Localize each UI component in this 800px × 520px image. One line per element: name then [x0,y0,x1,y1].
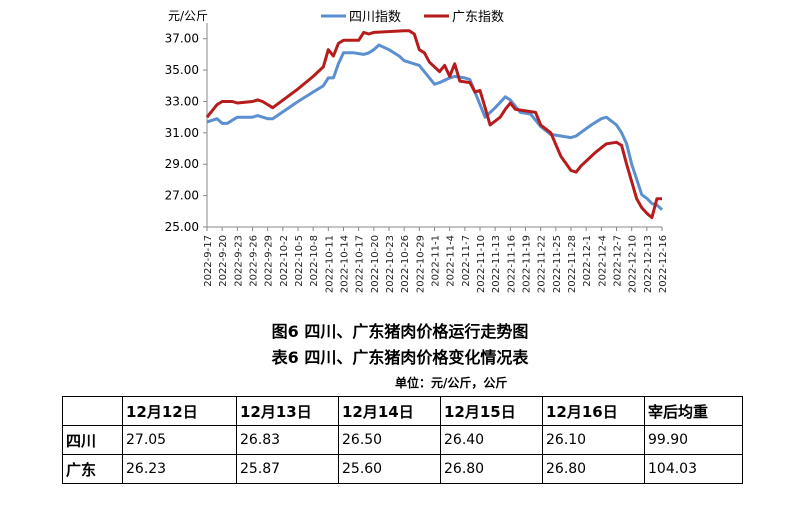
x-tick-label: 2022-9-26 [249,235,260,287]
pork-price-line-chart: 25.00 27.00 29.00 31.00 33.00 35.00 37.00 2022… [165,9,669,293]
x-tick-label: 2022-10-17 [355,235,366,293]
x-tick-label: 2022-9-29 [264,235,275,287]
x-tick-label: 2022-12-4 [597,235,608,287]
x-tick-label: 2022-11-10 [476,235,487,293]
guangdong-series-line [205,29,662,220]
table-header-cell: 12月15日 [440,396,543,426]
series-lines [205,29,664,220]
x-tick-label: 2022-11-1 [431,235,442,287]
x-tick-label: 2022-10-14 [340,235,351,293]
x-axis-ticks: 2022-9-17 2022-9-20 2022-9-23 2022-9-26 2022… [203,227,669,293]
table-header-cell: 12月16日 [542,396,645,426]
table-cell: 26.80 [542,454,645,484]
x-tick-label: 2022-12-1 [582,235,593,287]
table-header-cell [62,396,123,426]
row-label-guangdong: 广东 [62,454,123,484]
x-tick-label: 2022-11-28 [567,235,578,293]
x-tick-label: 2022-10-11 [324,235,335,293]
table-cell: 26.80 [440,454,543,484]
chart-legend: 四川指数 广东指数 [321,10,504,25]
x-tick-label: 2022-9-17 [203,235,214,287]
y-tick-label: 31.00 [165,126,199,140]
x-tick-label: 2022-10-2 [279,235,290,287]
table-cell: 26.10 [542,425,645,455]
table-cell: 26.83 [236,425,339,455]
x-tick-label: 2022-11-16 [506,235,517,293]
y-tick-label: 27.00 [165,189,199,203]
x-tick-label: 2022-11-4 [446,235,457,287]
table-cell: 25.60 [338,454,441,484]
x-tick-label: 2022-11-13 [491,235,502,293]
x-tick-label: 2022-10-29 [415,235,426,293]
table-cell: 104.03 [644,454,743,484]
legend-label: 四川指数 [349,10,401,25]
x-tick-label: 2022-10-20 [370,235,381,293]
x-tick-label: 2022-10-23 [385,235,396,293]
x-tick-label: 2022-10-5 [294,235,305,287]
table-row: 四川 27.05 26.83 26.50 26.40 26.10 99.90 [62,425,743,455]
y-tick-label: 33.00 [165,94,199,108]
y-tick-label: 35.00 [165,63,199,77]
x-tick-label: 2022-10-26 [400,235,411,293]
y-tick-label: 37.00 [165,32,199,46]
table-cell: 26.23 [122,454,237,484]
x-tick-label: 2022-10-8 [309,235,320,287]
table-title: 表6 四川、广东猪肉价格变化情况表 [271,348,529,367]
table-cell: 25.87 [236,454,339,484]
x-tick-label: 2022-11-22 [537,235,548,293]
x-tick-label: 2022-12-7 [613,235,624,287]
x-tick-label: 2022-12-10 [628,235,639,293]
table-header-cell: 宰后均重 [644,396,743,426]
y-tick-label: 29.00 [165,157,199,171]
table-cell: 26.50 [338,425,441,455]
table-row: 广东 26.23 25.87 25.60 26.80 26.80 104.03 [62,454,743,484]
row-label-sichuan: 四川 [62,425,123,455]
y-axis-ticks: 25.00 27.00 29.00 31.00 33.00 35.00 37.00 [165,32,207,234]
table-header-cell: 12月14日 [338,396,441,426]
unit-note: 单位：元/公斤，公斤 [395,376,508,390]
table-cell: 26.40 [440,425,543,455]
sichuan-series-line [206,43,664,211]
x-tick-label: 2022-9-20 [218,235,229,287]
x-tick-label: 2022-9-23 [233,235,244,287]
x-tick-label: 2022-12-16 [658,235,669,293]
y-axis-label: 元/公斤 [168,9,208,23]
price-table: 12月12日 12月13日 12月14日 12月15日 12月16日 宰后均重 … [62,396,743,484]
x-tick-label: 2022-12-13 [643,235,654,293]
table-header-cell: 12月13日 [236,396,339,426]
x-tick-label: 2022-11-7 [461,235,472,287]
table-header-cell: 12月12日 [122,396,237,426]
x-tick-label: 2022-11-25 [552,235,563,293]
table-cell: 99.90 [644,425,743,455]
y-tick-label: 25.00 [165,220,199,234]
table-cell: 27.05 [122,425,237,455]
table-header-row: 12月12日 12月13日 12月14日 12月15日 12月16日 宰后均重 [62,396,743,426]
figure-title: 图6 四川、广东猪肉价格运行走势图 [271,322,529,341]
x-tick-label: 2022-11-19 [522,235,533,293]
legend-label: 广东指数 [452,10,504,25]
